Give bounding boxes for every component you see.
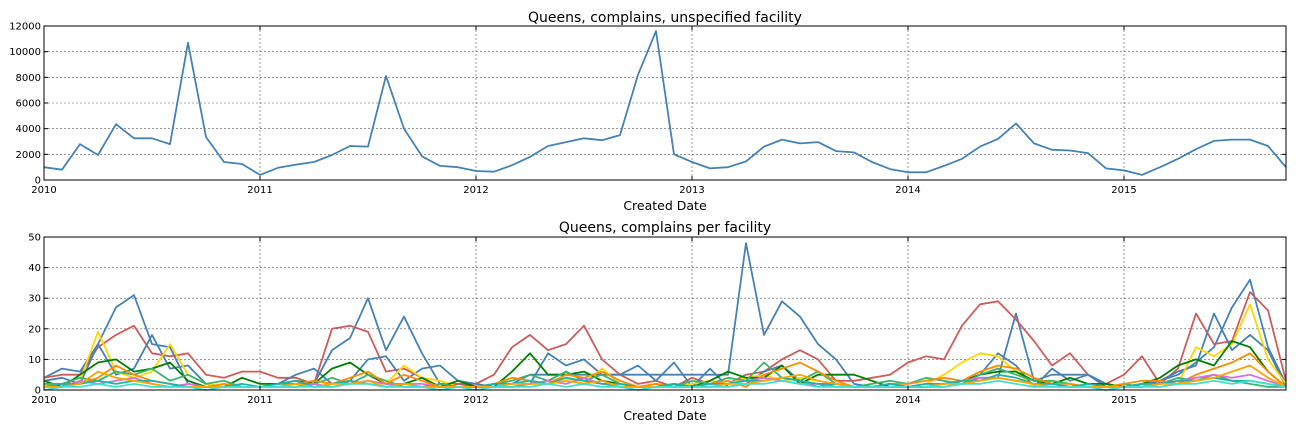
- bottom-x-tick-label: 2014: [895, 395, 920, 406]
- bottom-series-group: [43, 242, 1287, 391]
- top-y-tick-label: 6000: [16, 99, 41, 110]
- top-chart-title: Queens, complains, unspecified facility: [528, 10, 802, 26]
- bottom-series-line-1: [43, 291, 1287, 388]
- bottom-x-tick-label: 2012: [463, 395, 488, 406]
- bottom-grid: [43, 236, 1286, 391]
- bottom-chart-xlabel: Created Date: [623, 408, 707, 423]
- bottom-y-tick-label: 20: [28, 324, 41, 335]
- top-grid: [43, 25, 1286, 181]
- top-chart-xlabel: Created Date: [623, 198, 707, 213]
- top-y-tick-label: 8000: [16, 73, 41, 84]
- bottom-x-tick-label: 2011: [247, 395, 272, 406]
- bottom-x-tick-label: 2015: [1111, 395, 1136, 406]
- bottom-chart-panel: Queens, complains per facility Created D…: [28, 220, 1287, 423]
- top-y-tick-label: 12000: [9, 22, 41, 33]
- top-x-tick-label: 2010: [31, 185, 56, 196]
- bottom-x-tick-label: 2010: [31, 395, 56, 406]
- top-series-group: [43, 30, 1287, 176]
- top-y-tick-label: 10000: [9, 47, 41, 58]
- bottom-y-tick-label: 40: [28, 263, 41, 274]
- bottom-series-line-8: [43, 373, 1287, 388]
- bottom-y-tick-label: 10: [28, 355, 41, 366]
- top-x-tick-label: 2011: [247, 185, 272, 196]
- top-x-tick-label: 2012: [463, 185, 488, 196]
- top-series-line-0: [43, 30, 1287, 176]
- bottom-y-tick-label: 0: [35, 386, 41, 397]
- bottom-chart-title: Queens, complains per facility: [559, 220, 771, 236]
- bottom-y-tick-label: 50: [28, 233, 41, 244]
- bottom-axes-frame: [43, 236, 1287, 391]
- top-chart-panel: Queens, complains, unspecified facility …: [9, 10, 1287, 213]
- bottom-x-tick-label: 2013: [679, 395, 704, 406]
- top-x-tick-label: 2015: [1111, 185, 1136, 196]
- top-y-tick-label: 2000: [16, 150, 41, 161]
- top-y-tick-label: 0: [35, 176, 41, 187]
- top-x-tick-label: 2013: [679, 185, 704, 196]
- top-x-tick-label: 2014: [895, 185, 920, 196]
- top-y-tick-label: 4000: [16, 124, 41, 135]
- bottom-series-line-10: [43, 379, 1287, 391]
- bottom-y-tick-label: 30: [28, 294, 41, 305]
- bottom-series-line-0: [43, 242, 1287, 388]
